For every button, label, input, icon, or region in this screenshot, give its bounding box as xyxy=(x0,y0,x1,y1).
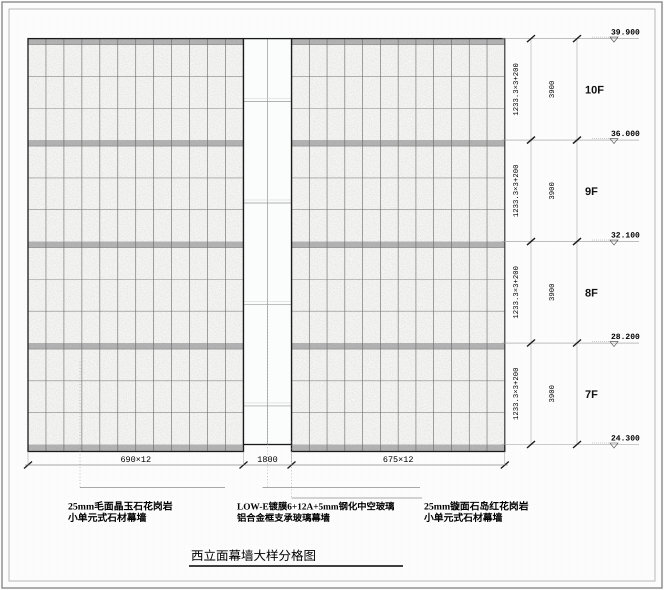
svg-text:铝合金框支承玻璃幕墙: 铝合金框支承玻璃幕墙 xyxy=(237,512,331,524)
svg-text:25mm镟面石岛红花岗岩: 25mm镟面石岛红花岗岩 xyxy=(424,501,529,513)
svg-text:39.900: 39.900 xyxy=(611,29,640,38)
svg-text:24.300: 24.300 xyxy=(611,435,640,444)
svg-text:3900: 3900 xyxy=(549,284,557,302)
svg-text:8F: 8F xyxy=(585,287,598,299)
svg-text:小单元式石材幕墙: 小单元式石材幕墙 xyxy=(67,512,147,524)
svg-text:32.100: 32.100 xyxy=(611,232,640,241)
svg-text:小单元式石材幕墙: 小单元式石材幕墙 xyxy=(423,512,503,524)
svg-text:西立面幕墙大样分格图: 西立面幕墙大样分格图 xyxy=(191,549,316,563)
svg-text:690×12: 690×12 xyxy=(120,455,151,465)
svg-text:3900: 3900 xyxy=(549,81,557,99)
svg-text:675×12: 675×12 xyxy=(383,455,414,465)
svg-text:9F: 9F xyxy=(585,186,598,198)
svg-text:LOW-E镀膜6+12A+5mm钢化中空玻璃: LOW-E镀膜6+12A+5mm钢化中空玻璃 xyxy=(237,501,395,513)
svg-text:1233.3×3+200: 1233.3×3+200 xyxy=(513,63,521,116)
svg-text:25mm毛面晶玉石花岗岩: 25mm毛面晶玉石花岗岩 xyxy=(68,501,173,513)
svg-text:1233.3×3+200: 1233.3×3+200 xyxy=(513,165,521,218)
svg-text:36.000: 36.000 xyxy=(611,130,640,139)
svg-text:10F: 10F xyxy=(585,84,604,96)
svg-text:3900: 3900 xyxy=(549,385,557,403)
svg-text:1233.3×3+200: 1233.3×3+200 xyxy=(513,266,521,319)
svg-text:7F: 7F xyxy=(585,389,598,401)
svg-text:1233.3×3+200: 1233.3×3+200 xyxy=(513,367,521,420)
svg-text:28.200: 28.200 xyxy=(611,333,640,342)
svg-text:3900: 3900 xyxy=(549,182,557,200)
